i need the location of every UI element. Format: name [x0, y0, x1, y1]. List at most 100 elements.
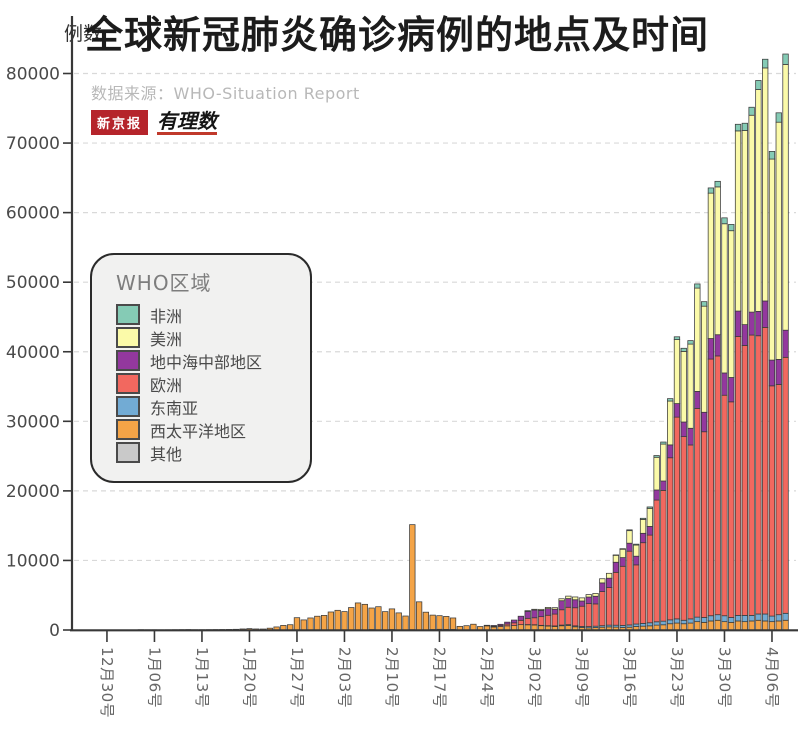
bar-segment-eastmed	[626, 542, 633, 552]
publisher-logo: 新京报 有理数	[91, 110, 218, 135]
bar-segment-eastmed	[714, 334, 721, 357]
bar-segment-eastmed	[667, 444, 674, 459]
bar-segment-africa	[762, 58, 769, 69]
bar-segment-americas	[721, 223, 728, 374]
bar-segment-eastmed	[748, 311, 755, 336]
bar-segment-americas	[673, 339, 681, 404]
bar-segment-eastmed	[572, 599, 579, 609]
bar-segment-wpacific	[293, 617, 301, 631]
bar-segment-africa	[714, 180, 721, 188]
bar-segment-eastmed	[680, 421, 687, 437]
bar-segment-eastmed	[782, 329, 789, 358]
bar-segment-europe	[612, 571, 620, 626]
bar-segment-africa	[619, 548, 626, 550]
legend-label: 地中海中部地区	[150, 352, 263, 372]
bar-segment-europe	[524, 617, 531, 625]
bar-segment-wpacific	[721, 621, 728, 631]
bar-segment-wpacific	[734, 620, 742, 631]
bar-segment-wpacific	[402, 615, 409, 631]
legend-label: 其他	[150, 444, 183, 464]
bar-segment-eastmed	[694, 391, 701, 409]
bar-segment-americas	[660, 443, 667, 482]
legend-swatch	[116, 442, 140, 463]
bar-segment-americas	[599, 578, 606, 584]
bar-segment-americas	[646, 507, 653, 527]
bar-segment-africa	[633, 543, 640, 546]
bar-segment-europe	[680, 436, 687, 621]
bar-segment-eastmed	[483, 624, 491, 627]
svg-text:12月30号: 12月30号	[98, 647, 116, 718]
bar-segment-eastmed	[565, 598, 572, 608]
svg-text:4月06号: 4月06号	[763, 647, 781, 708]
bar-segment-wpacific	[314, 615, 321, 631]
bar-segment-europe	[768, 385, 776, 617]
bar-segment-eastmed	[639, 532, 647, 544]
bar-segment-eastmed	[524, 610, 531, 619]
bar-segment-seasia	[755, 613, 762, 621]
bar-segment-eastmed	[612, 561, 620, 573]
bar-segment-eastmed	[585, 596, 592, 605]
bar-segment-wpacific	[782, 619, 789, 631]
bar-segment-europe	[762, 327, 769, 615]
bar-segment-americas	[775, 121, 782, 360]
bar-segment-americas	[605, 572, 613, 579]
bar-segment-americas	[544, 607, 552, 610]
legend-item: 美洲	[116, 326, 310, 349]
bar-segment-wpacific	[368, 607, 375, 630]
bar-segment-eastmed	[741, 324, 748, 346]
bar-segment-europe	[633, 564, 640, 625]
bar-segment-seasia	[741, 615, 748, 623]
bar-segment-europe	[700, 431, 708, 618]
bar-segment-africa	[741, 122, 748, 131]
bar-segment-americas	[782, 64, 789, 331]
bar-segment-eastmed	[605, 577, 613, 588]
bar-segment-wpacific	[327, 611, 335, 631]
bar-segment-wpacific	[348, 607, 355, 631]
bar-segment-eastmed	[653, 489, 660, 501]
bar-segment-seasia	[748, 615, 755, 622]
bar-segment-europe	[734, 336, 742, 616]
bar-segment-eastmed	[721, 372, 728, 396]
bar-segment-eastmed	[768, 359, 776, 387]
bar-segment-europe	[741, 345, 748, 616]
bar-segment-wpacific	[361, 603, 368, 631]
bar-segment-africa	[748, 106, 755, 116]
bar-segment-eastmed	[504, 621, 511, 625]
bar-segment-wpacific	[382, 611, 389, 631]
svg-text:50000: 50000	[6, 273, 60, 293]
bar-segment-africa	[639, 517, 647, 520]
bar-segment-seasia	[646, 622, 653, 627]
bar-segment-eastmed	[544, 608, 552, 616]
bar-segment-eastmed	[707, 338, 715, 360]
legend-label: 西太平洋地区	[150, 421, 247, 441]
bar-segment-europe	[714, 355, 721, 616]
bar-segment-eastmed	[633, 555, 640, 566]
data-source-note: 数据来源：WHO-Situation Report	[91, 84, 360, 103]
bar-segment-africa	[694, 283, 701, 289]
bar-segment-wpacific	[700, 621, 708, 631]
bar-segment-seasia	[714, 614, 721, 621]
svg-text:2月17号: 2月17号	[430, 647, 448, 708]
bar-segment-wpacific	[687, 622, 694, 631]
legend-swatch	[116, 304, 140, 325]
bar-segment-americas	[768, 158, 776, 361]
bar-segment-eastmed	[775, 359, 782, 385]
bar-segment-wpacific	[320, 615, 328, 631]
bar-segment-europe	[558, 609, 565, 626]
bar-segment-americas	[707, 192, 715, 339]
svg-text:2月03号: 2月03号	[335, 647, 353, 708]
bar-segment-africa	[673, 336, 681, 340]
bar-segment-americas	[572, 596, 579, 601]
legend-item: 东南亚	[116, 395, 310, 418]
bar-segment-eastmed	[673, 403, 681, 418]
svg-text:30000: 30000	[6, 412, 60, 432]
bar-segment-americas	[728, 230, 735, 378]
bar-segment-africa	[687, 340, 694, 345]
bar-segment-europe	[517, 619, 525, 626]
bar-segment-seasia	[775, 614, 782, 622]
bars	[137, 53, 789, 631]
bar-segment-eastmed	[517, 615, 525, 621]
bar-segment-europe	[639, 542, 647, 624]
svg-text:0: 0	[49, 621, 60, 641]
bar-segment-europe	[667, 457, 674, 621]
